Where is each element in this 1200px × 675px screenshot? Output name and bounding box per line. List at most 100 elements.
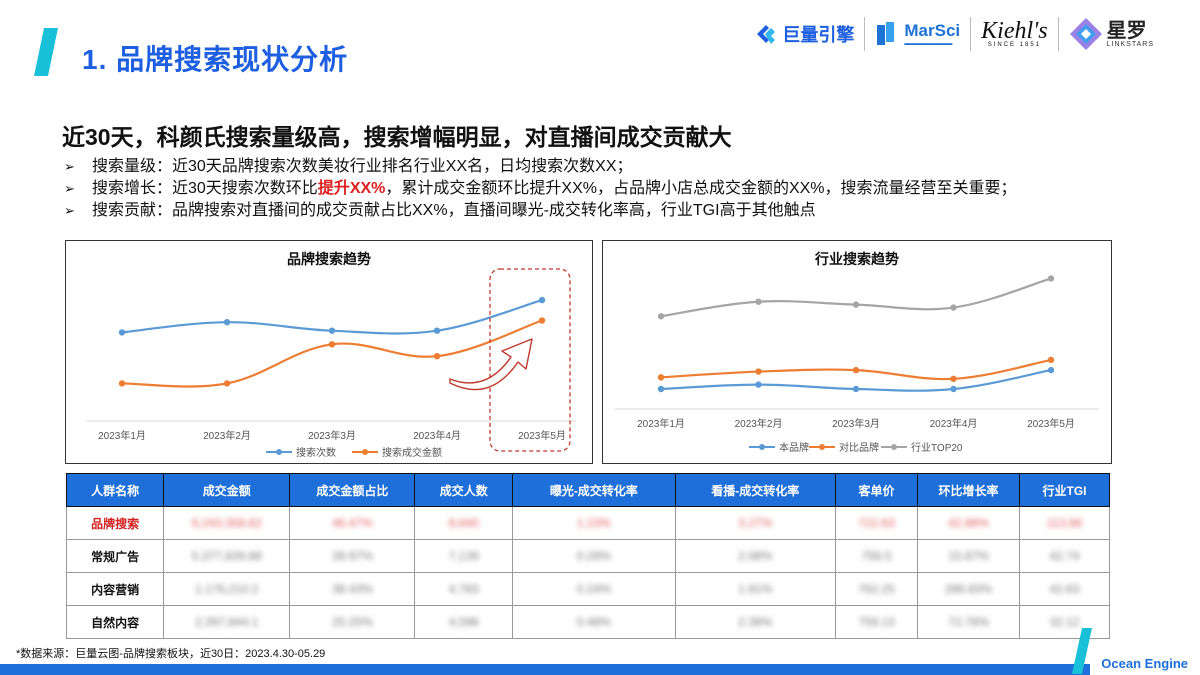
table-cell: 0.48% <box>576 615 611 629</box>
table-cell-wrap: 0.48% <box>512 605 676 639</box>
table-cell: 7,139 <box>448 549 479 563</box>
x-tick-label: 2023年1月 <box>98 429 146 442</box>
data-point <box>657 313 665 320</box>
table-cell-wrap: 1,176,210.2 <box>163 572 291 606</box>
x-tick-label: 2023年5月 <box>518 429 566 442</box>
table-cell: 759.13 <box>858 615 895 629</box>
x-tick-label: 2023年3月 <box>308 429 356 442</box>
chart-title: 行业搜索趋势 <box>815 251 899 267</box>
table-cell-wrap: 39.97% <box>289 539 416 573</box>
table-cell: 762.25 <box>858 582 895 596</box>
bullet-list: ➢ 搜索量级：近30天品牌搜索次数美妆行业排名行业XX名，日均搜索次数XX； ➢… <box>64 156 1017 222</box>
table-row: 内容营销 1,176,210.2 38.43% 4,783 0.24% 1.91% 762.… <box>65 572 1111 606</box>
logo-divider <box>970 17 972 51</box>
data-point <box>755 368 762 375</box>
data-point <box>755 298 762 305</box>
industry-search-trend-chart: 行业搜索趋势 2023年1月 2023年2月 2023年3月 2023年4月 2023年… <box>602 240 1112 464</box>
logo-divider <box>1057 17 1059 51</box>
ocean-engine-mark-icon <box>1072 628 1092 674</box>
brand-search-trend-chart: 品牌搜索趋势 2023年1月 2023年2月 2023年3月 2023年4月 2023年… <box>65 240 593 464</box>
juliang-logo-icon <box>757 25 776 44</box>
table-cell: 1,176,210.2 <box>195 582 259 596</box>
table-cell: 25.25% <box>331 615 373 629</box>
table-cell: 46.47% <box>331 516 373 530</box>
arrow-bullet-icon: ➢ <box>64 159 75 174</box>
table-cell: 2.39% <box>738 615 773 629</box>
legend-label: 行业TOP20 <box>911 441 963 454</box>
data-point <box>223 319 231 326</box>
legend-label: 搜索次数 <box>296 446 336 459</box>
logo-strip: 巨量引擎 MarSci ▬▬▬▬▬▬▬▬ Kiehl's SINCE 1851 … <box>744 12 1164 56</box>
row-label: 品牌搜索 <box>65 506 165 540</box>
table-cell-wrap: 6,243,358.62 <box>163 506 291 540</box>
x-tick-label: 2023年3月 <box>832 417 880 430</box>
table-cell: 4,596 <box>448 615 479 629</box>
table-cell: 756.5 <box>861 549 892 563</box>
footer-bar <box>0 664 1090 675</box>
table-cell: 1.23% <box>576 516 611 530</box>
table-cell-wrap: 4,783 <box>414 572 514 606</box>
data-point <box>1047 356 1055 364</box>
table-cell: 113.86 <box>1046 516 1083 530</box>
column-header: 成交人数 <box>414 473 514 507</box>
table-cell-wrap: 5,377,826.88 <box>163 539 291 573</box>
table-cell-wrap: 42.63 <box>1018 572 1111 606</box>
table-cell-wrap: 3.27% <box>674 506 836 540</box>
table-cell-wrap: 4,596 <box>414 605 514 639</box>
data-point <box>950 304 957 311</box>
table-cell-wrap: 7,139 <box>414 539 514 573</box>
table-cell: 722.63 <box>858 516 895 530</box>
table-cell-wrap: 113.86 <box>1018 506 1111 540</box>
x-tick-label: 2023年4月 <box>930 417 978 430</box>
table-cell: 0.29% <box>576 549 611 563</box>
xingluo-logo: 星罗 LINKSTARS <box>1059 14 1164 54</box>
table-cell-wrap: 8,640 <box>414 506 514 540</box>
data-point <box>538 317 546 324</box>
x-tick-label: 2023年5月 <box>1027 417 1075 430</box>
legend-label: 本品牌 <box>779 441 809 454</box>
legend-label: 对比品牌 <box>839 441 879 454</box>
table-cell: 6,243,358.62 <box>191 516 262 530</box>
headline: 近30天，科颜氏搜索量级高，搜索增幅明显，对直播间成交贡献大 <box>62 124 732 150</box>
table-cell-wrap: 42.88% <box>917 506 1020 540</box>
x-tick-label: 2023年2月 <box>203 429 251 442</box>
table-cell: 32.12 <box>1049 615 1080 629</box>
x-tick-label: 2023年1月 <box>637 417 685 430</box>
table-cell-wrap: 0.24% <box>512 572 676 606</box>
row-label: 常规广告 <box>65 539 165 573</box>
xingluo-logo-icon <box>1069 18 1102 50</box>
data-point <box>118 380 126 387</box>
data-point <box>223 380 231 387</box>
table-cell-wrap: 759.13 <box>834 605 919 639</box>
table-cell: 5,377,826.88 <box>191 549 262 563</box>
table-cell: 42.74 <box>1049 549 1080 563</box>
legend-marker <box>891 444 897 450</box>
table-cell-wrap: 756.5 <box>834 539 919 573</box>
table-cell-wrap: 72.78% <box>917 605 1020 639</box>
table-cell: 42.88% <box>948 516 989 530</box>
bullet-item: ➢ 搜索增长：近30天搜索次数环比 提升XX% ，累计成交金额环比提升XX%，占品牌… <box>64 178 1017 200</box>
legend-marker <box>759 444 765 450</box>
table-cell-wrap: 15.87% <box>917 539 1020 573</box>
table-cell: 72.78% <box>948 615 989 629</box>
column-header: 成交金额 <box>163 473 291 507</box>
table-cell-wrap: 762.25 <box>834 572 919 606</box>
data-point <box>1047 275 1055 282</box>
table-cell-wrap: 1.91% <box>674 572 836 606</box>
table-cell: 15.87% <box>948 549 989 563</box>
marsci-logo: MarSci ▬▬▬▬▬▬▬▬ <box>865 14 970 54</box>
table-cell-wrap: 286.83% <box>917 572 1020 606</box>
table-cell-wrap: 1.23% <box>512 506 676 540</box>
page-title: 1. 品牌搜索现状分析 <box>82 44 349 75</box>
column-header: 客单价 <box>834 473 919 507</box>
column-header: 曝光-成交转化率 <box>512 473 676 507</box>
data-point <box>657 374 665 381</box>
data-point <box>852 301 860 308</box>
table-cell: 4,783 <box>448 582 479 596</box>
arrow-bullet-icon: ➢ <box>64 181 75 196</box>
bullet-item: ➢ 搜索贡献：品牌搜索对直播间的成交贡献占比XX%，直播间曝光-成交转化率高，行… <box>64 200 1017 222</box>
juliang-logo: 巨量引擎 <box>744 14 864 54</box>
data-point <box>950 385 957 393</box>
data-point <box>852 366 860 374</box>
